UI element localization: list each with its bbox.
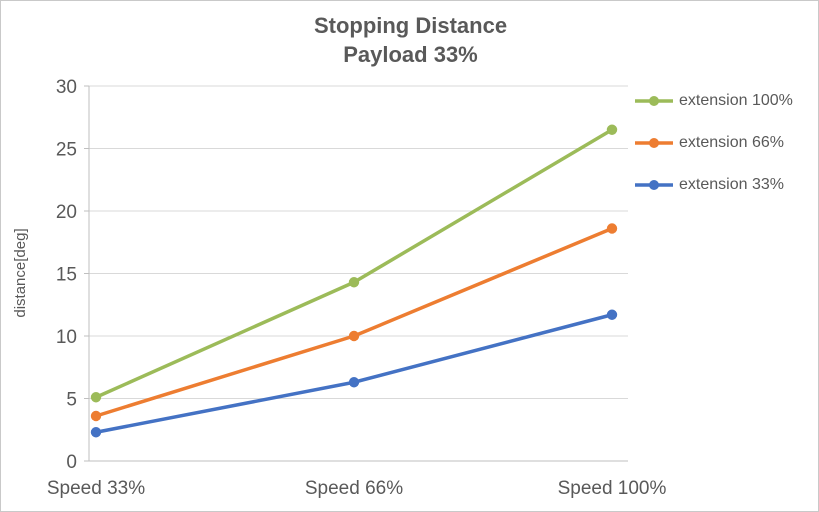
- data-point-marker: [348, 277, 360, 288]
- data-point-marker: [348, 330, 360, 342]
- legend-item-extension-100: extension 100%: [634, 91, 793, 111]
- legend-marker-extension-33: [635, 180, 673, 190]
- legend-marker-extension-66: [635, 138, 673, 148]
- series-line: [94, 226, 614, 418]
- data-point-marker: [90, 427, 102, 438]
- y-tick-label: 5: [66, 390, 77, 411]
- x-category-label: Speed 33%: [47, 478, 145, 499]
- y-tick-label: 25: [56, 140, 77, 161]
- x-category-label: Speed 100%: [558, 478, 667, 499]
- y-axis-title: distance[deg]: [12, 228, 29, 318]
- legend-dot: [649, 138, 659, 148]
- chart-title-line2: Payload 33%: [343, 42, 478, 67]
- x-category-label: Speed 66%: [305, 478, 403, 499]
- y-tick-label: 20: [56, 202, 77, 223]
- legend-label: extension 100%: [679, 92, 793, 109]
- legend: extension 100% extension 66% extension 3…: [634, 91, 793, 217]
- y-tick-label: 0: [66, 452, 77, 473]
- y-tick-label: 30: [56, 77, 77, 98]
- chart-title-line1: Stopping Distance: [313, 13, 508, 38]
- y-tick-label: 10: [56, 327, 77, 348]
- legend-dot: [649, 180, 659, 190]
- legend-item-extension-33: extension 33%: [634, 175, 793, 195]
- data-point-marker: [348, 377, 360, 388]
- legend-marker-extension-100: [635, 96, 673, 106]
- legend-dot: [649, 96, 659, 106]
- data-point-marker: [90, 410, 102, 422]
- series-line: [94, 128, 614, 399]
- chart-title: Stopping Distance Payload 33%: [1, 11, 818, 69]
- data-point-marker: [606, 309, 618, 320]
- legend-item-extension-66: extension 66%: [634, 133, 793, 153]
- legend-label: extension 66%: [679, 134, 784, 151]
- data-point-marker: [606, 124, 618, 135]
- data-point-marker: [606, 223, 618, 234]
- legend-label: extension 33%: [679, 176, 784, 193]
- y-tick-label: 15: [56, 265, 77, 286]
- data-point-marker: [90, 392, 102, 403]
